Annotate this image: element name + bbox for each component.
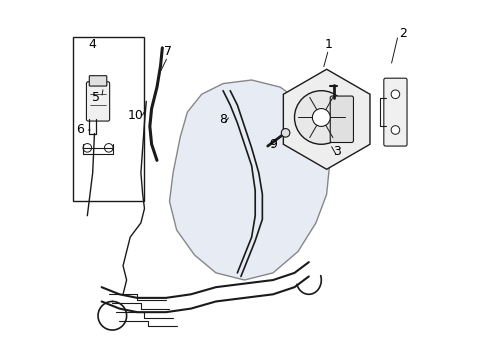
Circle shape xyxy=(294,91,347,144)
FancyBboxPatch shape xyxy=(329,96,353,143)
Polygon shape xyxy=(169,80,329,280)
Text: 7: 7 xyxy=(163,45,171,58)
Circle shape xyxy=(390,126,399,134)
Text: 5: 5 xyxy=(92,91,100,104)
Text: 1: 1 xyxy=(324,38,332,51)
FancyBboxPatch shape xyxy=(73,37,144,202)
Circle shape xyxy=(312,109,329,126)
Text: 10: 10 xyxy=(127,109,143,122)
Text: 3: 3 xyxy=(333,145,341,158)
Text: 8: 8 xyxy=(219,113,226,126)
Circle shape xyxy=(390,90,399,99)
Text: 6: 6 xyxy=(76,123,84,136)
Text: 2: 2 xyxy=(399,27,407,40)
Text: 9: 9 xyxy=(268,138,276,151)
FancyBboxPatch shape xyxy=(89,76,106,86)
FancyBboxPatch shape xyxy=(86,82,109,121)
FancyBboxPatch shape xyxy=(383,78,406,146)
Polygon shape xyxy=(283,69,369,169)
Circle shape xyxy=(281,129,289,137)
Text: 4: 4 xyxy=(88,38,97,51)
